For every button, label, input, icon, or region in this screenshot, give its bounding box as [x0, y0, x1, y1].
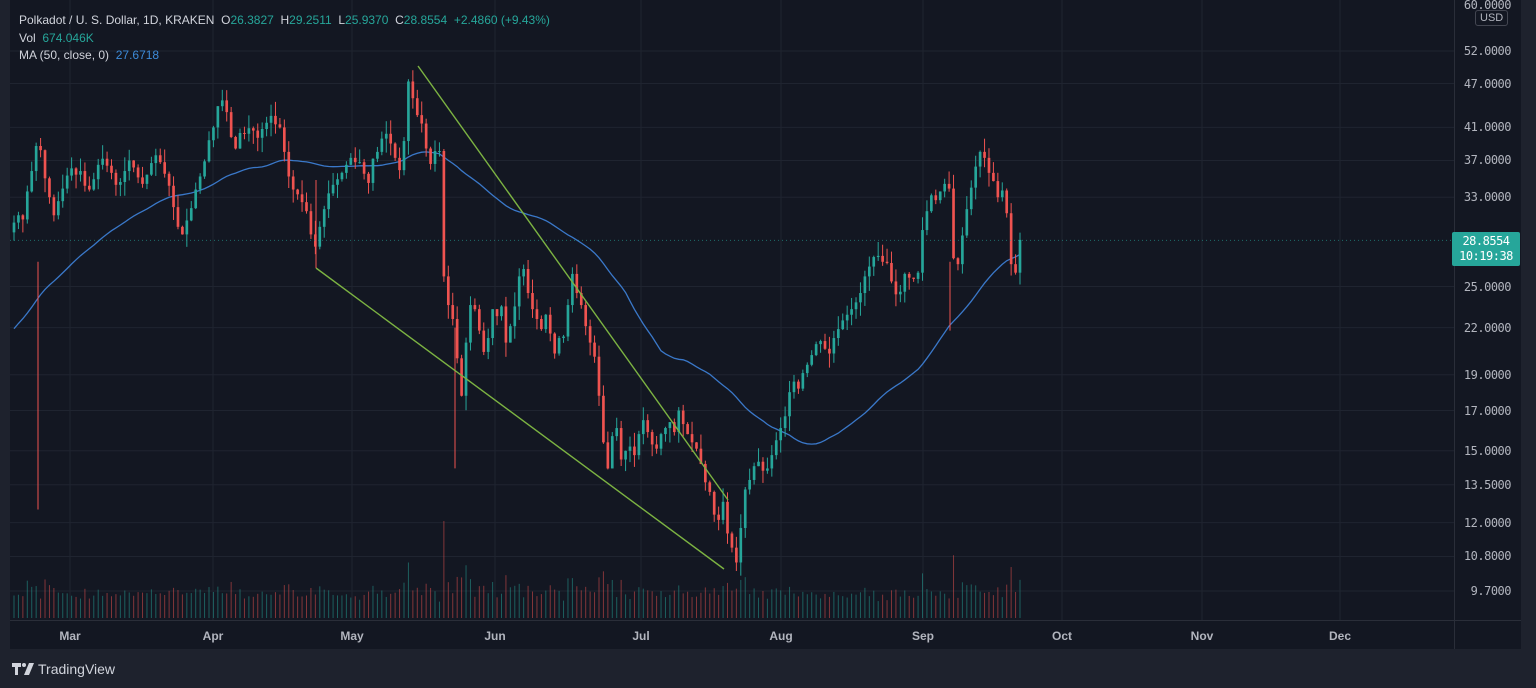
price-tick: 15.0000 — [1463, 443, 1512, 458]
time-tick: Oct — [1051, 629, 1073, 643]
price-tick: 13.5000 — [1463, 477, 1512, 492]
time-tick: Nov — [1190, 629, 1214, 643]
candles — [12, 70, 1022, 576]
low-label: L — [338, 13, 346, 27]
price-tick: 47.0000 — [1463, 76, 1512, 91]
high-value: 29.2511 — [289, 13, 332, 27]
axis-corner — [1454, 620, 1521, 650]
chart-frame — [10, 0, 1521, 649]
footer: TradingView — [0, 649, 1536, 688]
chart-pane[interactable] — [10, 0, 1454, 620]
symbol-title[interactable]: Polkadot / U. S. Dollar, 1D, KRAKEN — [19, 13, 215, 27]
time-tick: Dec — [1328, 629, 1352, 643]
tradingview-logo[interactable]: TradingView — [12, 661, 115, 677]
price-tick: 37.0000 — [1463, 153, 1512, 168]
high-label: H — [280, 13, 290, 27]
ma-value: 27.6718 — [115, 48, 160, 62]
price-tick: 60.0000 — [1463, 0, 1512, 12]
close-value: 28.8554 — [403, 13, 448, 27]
candlestick-chart[interactable] — [10, 0, 1454, 620]
volume-label: Vol — [19, 30, 36, 45]
price-tick: 52.0000 — [1463, 44, 1512, 58]
close-label: C — [395, 13, 404, 27]
legend-ma-row[interactable]: MA (50, close, 0) 27.6718 — [19, 47, 550, 65]
price-tick: 17.0000 — [1463, 403, 1512, 418]
low-value: 25.9370 — [345, 13, 389, 27]
legend-symbol-row: Polkadot / U. S. Dollar, 1D, KRAKEN O26.… — [19, 12, 550, 30]
price-tick: 19.0000 — [1463, 367, 1512, 382]
volume-bars — [13, 521, 1021, 618]
price-tick: 12.0000 — [1463, 515, 1512, 530]
price-tick: 41.0000 — [1463, 120, 1512, 135]
change-value: +2.4860 (+9.43%) — [453, 13, 550, 27]
volume-value: 674.046K — [42, 30, 94, 45]
time-tick: Jul — [632, 629, 650, 643]
time-axis[interactable]: Mar Apr May Jun Jul Aug Sep Oct Nov Dec — [10, 620, 1454, 650]
price-tick: 33.0000 — [1463, 190, 1512, 205]
time-tick: Jun — [484, 629, 506, 643]
open-label: O — [221, 13, 231, 27]
time-tick: Mar — [59, 629, 81, 643]
ma50-line — [13, 151, 1021, 445]
price-tick: 10.8000 — [1463, 549, 1512, 564]
last-price-label: 28.8554 10:19:38 — [1452, 232, 1520, 266]
time-tick: Sep — [911, 629, 935, 643]
ma-label: MA (50, close, 0) — [19, 48, 110, 62]
price-axis[interactable]: 60.0000 52.0000 47.0000 41.0000 37.0000 33.00… — [1454, 0, 1521, 620]
currency-button[interactable]: USD — [1475, 10, 1509, 26]
time-tick: May — [340, 629, 364, 643]
time-tick: Apr — [202, 629, 224, 643]
trendline-upper[interactable] — [417, 65, 729, 501]
legend-volume-row[interactable]: Vol 674.046K — [19, 30, 550, 48]
tradingview-logo-icon — [12, 663, 34, 675]
chart-legend: Polkadot / U. S. Dollar, 1D, KRAKEN O26.… — [19, 12, 550, 65]
last-price-value: 28.8554 — [1462, 234, 1510, 248]
trendline-lower[interactable] — [315, 267, 725, 570]
price-tick: 22.0000 — [1463, 320, 1512, 335]
brand-name: TradingView — [38, 661, 116, 677]
time-tick: Aug — [769, 629, 793, 643]
price-tick: 25.0000 — [1463, 279, 1512, 294]
open-value: 26.3827 — [230, 13, 274, 27]
bar-countdown: 10:19:38 — [1459, 249, 1513, 263]
price-tick: 9.7000 — [1470, 584, 1512, 598]
